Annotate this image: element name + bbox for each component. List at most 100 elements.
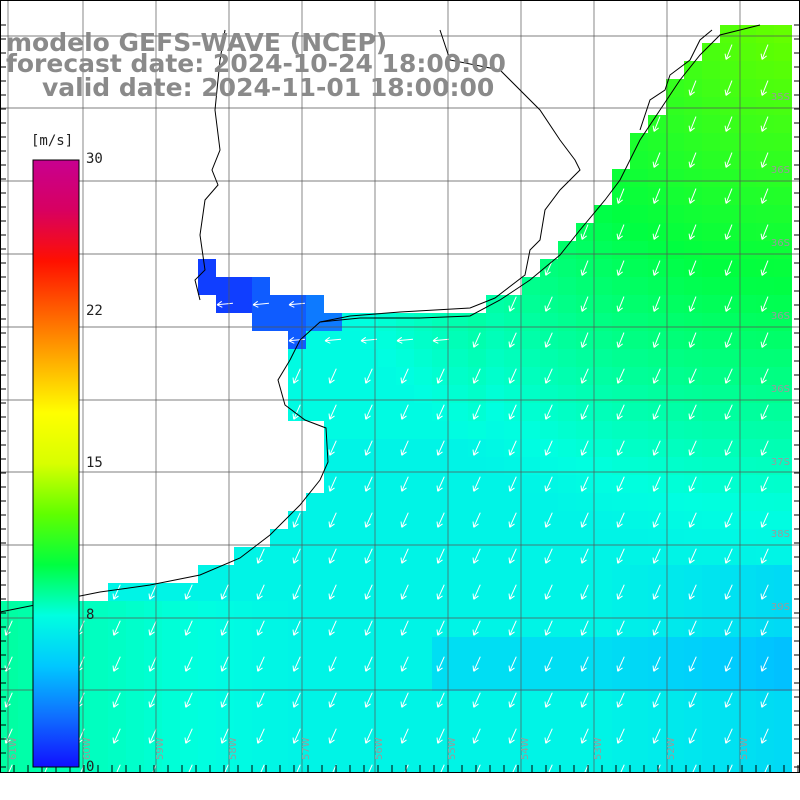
wind-cell <box>306 745 324 763</box>
wind-cell <box>630 547 648 565</box>
wind-arrow <box>652 728 661 744</box>
wind-cell <box>540 709 558 727</box>
wind-cell <box>612 313 630 331</box>
wind-cell <box>738 115 756 133</box>
colorbar <box>32 159 80 768</box>
wind-arrow <box>724 224 733 240</box>
wind-cell <box>162 601 180 619</box>
wind-cell <box>648 313 666 331</box>
wind-cell <box>90 727 108 745</box>
wind-arrow <box>652 152 661 168</box>
wind-cell <box>414 763 432 773</box>
wind-arrow <box>292 728 301 744</box>
wind-cell <box>666 349 684 367</box>
wind-cell <box>504 529 522 547</box>
wind-cell <box>648 673 666 691</box>
wind-cell <box>522 583 540 601</box>
wind-cell <box>414 493 432 511</box>
wind-arrow <box>760 116 769 132</box>
wind-cell <box>774 223 792 241</box>
wind-arrow <box>364 404 373 420</box>
wind-arrow <box>544 620 553 636</box>
wind-cell <box>594 475 612 493</box>
wind-cell <box>486 421 504 439</box>
wind-cell <box>504 601 522 619</box>
wind-cell <box>450 529 468 547</box>
wind-cell <box>594 421 612 439</box>
wind-arrow <box>652 548 661 564</box>
longitude-label: 53W <box>593 737 604 760</box>
wind-cell <box>666 295 684 313</box>
wind-cell <box>468 745 486 763</box>
wind-cell <box>306 547 324 565</box>
wind-cell <box>450 763 468 773</box>
wind-cell <box>342 601 360 619</box>
wind-cell <box>630 601 648 619</box>
border-line <box>319 29 581 323</box>
wind-arrow <box>184 728 193 744</box>
wind-arrow <box>328 404 337 420</box>
wind-cell <box>576 601 594 619</box>
wind-cell <box>450 367 468 385</box>
wind-cell <box>774 133 792 151</box>
wind-cell <box>486 655 504 673</box>
wind-cell <box>720 601 738 619</box>
wind-cell <box>522 673 540 691</box>
wind-cell <box>684 493 702 511</box>
wind-cell <box>396 709 414 727</box>
wind-cell <box>198 277 216 295</box>
wind-cell <box>630 223 648 241</box>
wind-arrow <box>724 116 733 132</box>
wind-cell <box>270 565 288 583</box>
wind-cell <box>540 637 558 655</box>
wind-cell <box>468 709 486 727</box>
wind-cell <box>630 475 648 493</box>
wind-cell <box>396 349 414 367</box>
latitude-label: 39S <box>771 602 790 613</box>
wind-cell <box>540 601 558 619</box>
wind-cell <box>324 601 342 619</box>
wind-cell <box>414 529 432 547</box>
wind-cell <box>450 439 468 457</box>
wind-cell <box>144 601 162 619</box>
wind-cell <box>288 313 306 331</box>
wind-cell <box>180 709 198 727</box>
wind-cell <box>756 601 774 619</box>
wind-cell <box>270 727 288 745</box>
wind-arrow <box>760 188 769 204</box>
wind-arrow <box>760 296 769 312</box>
wind-cell <box>144 709 162 727</box>
wind-cell <box>450 691 468 709</box>
wind-arrow <box>724 728 733 744</box>
wind-cell <box>720 709 738 727</box>
wind-cell <box>558 529 576 547</box>
wind-cell <box>468 349 486 367</box>
wind-arrow <box>472 440 481 456</box>
wind-cell <box>666 583 684 601</box>
wind-cell <box>522 493 540 511</box>
wind-cell <box>432 601 450 619</box>
wind-cell <box>594 511 612 529</box>
wind-cell <box>414 349 432 367</box>
wind-cell <box>504 385 522 403</box>
wind-cell <box>288 709 306 727</box>
wind-arrow <box>436 620 445 636</box>
wind-arrow <box>760 584 769 600</box>
wind-cell <box>702 709 720 727</box>
wind-cell <box>414 331 432 349</box>
wind-cell <box>162 745 180 763</box>
wind-cell <box>702 277 720 295</box>
wind-cell <box>774 673 792 691</box>
wind-arrow <box>616 512 625 528</box>
wind-cell <box>198 601 216 619</box>
wind-cell <box>522 439 540 457</box>
wind-cell <box>666 439 684 457</box>
wind-cell <box>648 421 666 439</box>
wind-cell <box>288 529 306 547</box>
wind-cell <box>576 709 594 727</box>
wind-cell <box>396 313 414 331</box>
wind-cell <box>342 493 360 511</box>
wind-cell <box>756 493 774 511</box>
wind-cell <box>162 763 180 773</box>
wind-arrow <box>688 188 697 204</box>
